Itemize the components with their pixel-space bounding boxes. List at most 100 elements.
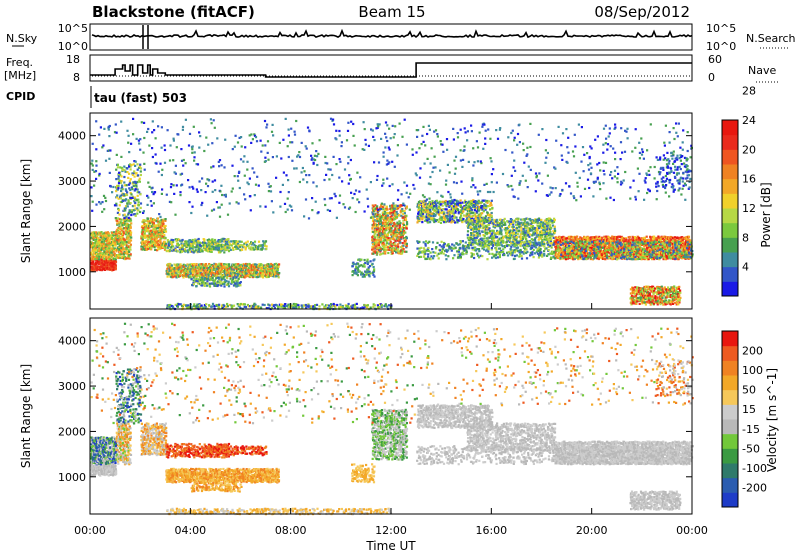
power-cell bbox=[137, 198, 140, 201]
power-cell bbox=[122, 242, 125, 245]
power-cell bbox=[376, 228, 379, 231]
power-cell bbox=[403, 204, 406, 207]
power-cell bbox=[275, 269, 278, 272]
power-cell bbox=[174, 268, 177, 271]
power-cell bbox=[103, 233, 106, 236]
power-cell bbox=[231, 305, 234, 308]
power-cell bbox=[181, 305, 184, 308]
power-cell bbox=[556, 236, 559, 240]
power-cell bbox=[225, 305, 228, 308]
power-cell bbox=[206, 239, 209, 242]
power-cell bbox=[539, 225, 542, 228]
power-cell bbox=[538, 236, 541, 239]
power-cell bbox=[453, 202, 456, 205]
power-cell bbox=[129, 163, 132, 166]
power-cell bbox=[131, 209, 134, 212]
power-cell bbox=[373, 246, 376, 249]
power-cell bbox=[169, 248, 172, 251]
power-cell bbox=[514, 242, 517, 246]
power-cell bbox=[176, 242, 180, 245]
power-cell bbox=[267, 269, 270, 272]
power-cell bbox=[446, 203, 449, 206]
power-cell bbox=[206, 265, 209, 268]
power-cell bbox=[223, 240, 226, 243]
power-cell bbox=[300, 304, 303, 307]
power-cell bbox=[363, 263, 366, 266]
power-cell bbox=[422, 204, 426, 207]
power-cell bbox=[167, 246, 170, 249]
power-cell bbox=[239, 302, 242, 306]
power-cell bbox=[134, 201, 137, 205]
power-cell bbox=[177, 274, 180, 277]
power-cell bbox=[171, 249, 174, 252]
power-cell bbox=[140, 231, 143, 234]
power-cell bbox=[466, 218, 469, 221]
power-cell bbox=[238, 305, 241, 308]
power-cell bbox=[230, 279, 233, 283]
power-cell bbox=[398, 226, 401, 229]
power-cell bbox=[498, 237, 502, 240]
noise-tick-left-bottom: 10^0 bbox=[58, 40, 88, 53]
power-cell bbox=[137, 209, 140, 212]
power-cell bbox=[488, 215, 491, 218]
power-cell bbox=[99, 252, 102, 255]
power-cell bbox=[564, 250, 567, 253]
power-cell bbox=[134, 198, 137, 201]
power-cell bbox=[121, 244, 125, 247]
power-cell bbox=[114, 234, 117, 237]
power-cell bbox=[116, 196, 119, 199]
power-cell bbox=[391, 252, 394, 255]
power-cell bbox=[265, 245, 268, 248]
power-cell bbox=[204, 271, 208, 274]
power-cell bbox=[467, 226, 470, 229]
power-cell bbox=[257, 305, 260, 308]
power-cell bbox=[417, 216, 420, 219]
power-cell bbox=[497, 221, 500, 225]
power-cell bbox=[509, 234, 512, 237]
power-cell bbox=[404, 217, 407, 221]
power-cell bbox=[363, 265, 366, 268]
power-cell bbox=[183, 248, 187, 251]
power-cell bbox=[153, 231, 156, 234]
power-cell bbox=[396, 229, 399, 233]
power-cell bbox=[104, 246, 107, 249]
power-cell bbox=[532, 238, 535, 241]
power-cell bbox=[427, 212, 430, 215]
power-cell bbox=[383, 246, 386, 249]
power-cell bbox=[176, 302, 179, 305]
power-cell bbox=[551, 233, 554, 236]
power-cell bbox=[129, 223, 132, 227]
power-cell bbox=[152, 241, 155, 244]
power-cell bbox=[462, 218, 465, 221]
power-cell bbox=[220, 270, 223, 273]
power-cell bbox=[91, 259, 94, 262]
power-cell bbox=[248, 247, 251, 250]
power-cell bbox=[203, 278, 206, 281]
power-cell bbox=[248, 262, 251, 266]
power-cell bbox=[268, 270, 271, 273]
power-cell bbox=[469, 217, 472, 220]
power-cell bbox=[126, 218, 130, 222]
power-cell bbox=[422, 202, 425, 205]
power-cell bbox=[129, 225, 132, 228]
power-cell bbox=[386, 211, 389, 215]
power-cell bbox=[264, 240, 268, 243]
power-cell bbox=[509, 229, 512, 232]
power-cell bbox=[479, 218, 482, 221]
power-cell bbox=[268, 266, 271, 270]
power-cell bbox=[135, 185, 138, 188]
power-cell bbox=[402, 222, 405, 225]
power-cell bbox=[386, 226, 389, 229]
power-cell bbox=[461, 211, 464, 215]
power-cell bbox=[106, 242, 109, 245]
power-cell bbox=[422, 210, 425, 213]
power-cell bbox=[97, 253, 100, 256]
power-cell bbox=[487, 200, 490, 203]
power-cell bbox=[432, 219, 435, 222]
power-cell bbox=[92, 257, 95, 260]
power-cell bbox=[220, 249, 224, 252]
power-cell bbox=[199, 278, 202, 281]
power-cell bbox=[130, 193, 133, 196]
power-cell bbox=[516, 233, 519, 236]
power-cell bbox=[565, 253, 568, 257]
